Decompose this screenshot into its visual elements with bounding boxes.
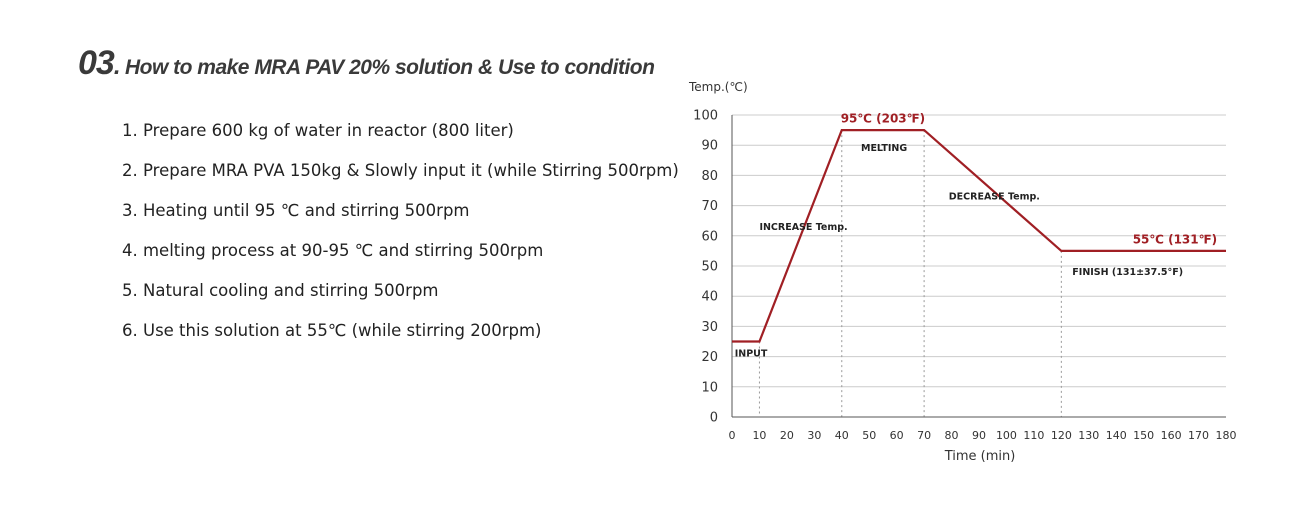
x-tick-label: 110: [1023, 429, 1044, 442]
y-tick-label: 70: [701, 199, 718, 214]
step-item: 4. melting process at 90-95 ℃ and stirri…: [122, 241, 544, 260]
x-tick-label: 130: [1078, 429, 1099, 442]
tick-labels: 0 10 20 30 40 50 60 70 80 90 100 0 10 20 30 40 50 60 70 80 9…: [693, 109, 1236, 443]
x-tick-label: 90: [972, 429, 986, 442]
x-tick-label: 100: [996, 429, 1017, 442]
axes: [731, 115, 1226, 418]
annotations: INPUT INCREASE Temp. MELTING DECREASE Temp.…: [735, 112, 1217, 360]
annotation-label: DECREASE Temp.: [949, 192, 1040, 203]
step-item: 2. Prepare MRA PVA 150kg & Slowly input …: [122, 161, 679, 180]
annotation-label: FINISH (131±37.5°F): [1072, 267, 1183, 278]
x-tick-label: 140: [1106, 429, 1127, 442]
step-item: 1. Prepare 600 kg of water in reactor (8…: [122, 121, 514, 140]
x-axis-label: Time (min): [944, 449, 1016, 464]
section-number: 03: [78, 44, 115, 82]
section-title: How to make MRA PAV 20% solution & Use t…: [124, 56, 655, 79]
x-tick-label: 20: [780, 429, 794, 442]
x-tick-label: 150: [1133, 429, 1154, 442]
x-tick-label: 50: [862, 429, 876, 442]
annotation-label: 55℃ (131℉): [1133, 232, 1217, 246]
x-tick-label: 80: [945, 429, 959, 442]
x-tick-label: 170: [1188, 429, 1209, 442]
step-item: 6. Use this solution at 55℃ (while stirr…: [122, 321, 542, 340]
x-tick-label: 160: [1161, 429, 1182, 442]
series-layer: [732, 128, 1226, 343]
y-tick-label: 30: [701, 320, 718, 335]
annotation-label: INCREASE Temp.: [759, 222, 847, 233]
x-tick-label: 120: [1051, 429, 1072, 442]
annotation-label: MELTING: [861, 143, 907, 154]
x-tick-label: 10: [752, 429, 766, 442]
grid-lines: [732, 114, 1226, 388]
x-tick-label: 0: [729, 429, 736, 442]
annotation-label: 95℃ (203℉): [841, 112, 925, 126]
y-tick-label: 20: [701, 350, 718, 365]
step-item: 5. Natural cooling and stirring 500rpm: [122, 281, 439, 300]
y-tick-label: 80: [701, 169, 718, 184]
y-axis-label: Temp.(℃): [688, 80, 748, 94]
x-tick-label: 30: [807, 429, 821, 442]
y-tick-label: 0: [710, 411, 718, 426]
y-tick-label: 10: [701, 380, 718, 395]
annotation-label: INPUT: [735, 349, 768, 360]
process-steps-list: 1. Prepare 600 kg of water in reactor (8…: [122, 119, 679, 359]
x-tick-label: 70: [917, 429, 931, 442]
step-item: 3. Heating until 95 ℃ and stirring 500rp…: [122, 201, 470, 220]
y-tick-label: 40: [701, 290, 718, 305]
section-heading: 03. How to make MRA PAV 20% solution & U…: [78, 44, 655, 83]
x-tick-label: 60: [890, 429, 904, 442]
guide-lines: [758, 130, 1062, 417]
x-tick-label: 40: [835, 429, 849, 442]
y-tick-label: 60: [701, 229, 718, 244]
x-tick-label: 180: [1216, 429, 1237, 442]
section-number-dot: .: [113, 53, 121, 80]
temperature-profile-chart: 0 10 20 30 40 50 60 70 80 90 100 0 10 20 30 40 50 60 70 80 9…: [688, 80, 1237, 464]
y-tick-label: 90: [701, 139, 718, 154]
series-line: [732, 128, 1226, 343]
y-tick-label: 100: [693, 109, 718, 124]
y-tick-label: 50: [701, 260, 718, 275]
